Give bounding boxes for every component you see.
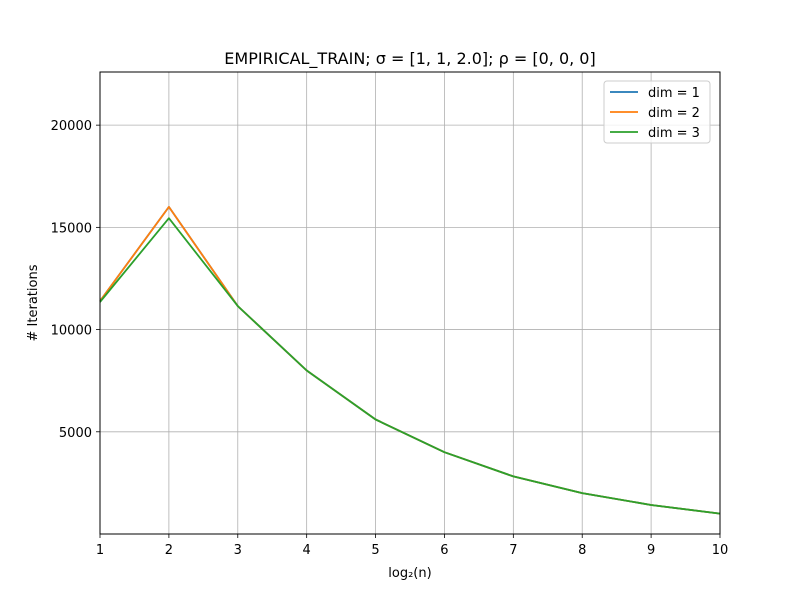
y-tick-label: 20000 <box>51 119 92 134</box>
x-tick-label: 5 <box>371 543 379 558</box>
chart-title: EMPIRICAL_TRAIN; σ = [1, 1, 2.0]; ρ = [0… <box>224 49 595 69</box>
y-tick-label: 5000 <box>59 426 92 441</box>
x-tick-label: 8 <box>578 543 586 558</box>
x-tick-label: 2 <box>165 543 173 558</box>
axes-frame <box>99 71 721 535</box>
legend-label: dim = 2 <box>648 106 700 121</box>
legend-label: dim = 1 <box>648 86 700 101</box>
legend: dim = 1 dim = 2 dim = 3 <box>603 80 711 144</box>
y-axis-label: # Iterations <box>26 264 41 341</box>
x-tick-label: 1 <box>96 543 104 558</box>
y-tick-label: 15000 <box>51 221 92 236</box>
series-line-dim-3 <box>99 217 721 515</box>
x-tick-label: 3 <box>234 543 242 558</box>
legend-label: dim = 3 <box>648 126 700 141</box>
x-tick-label: 7 <box>509 543 517 558</box>
x-tick-label: 10 <box>712 543 729 558</box>
legend-box <box>603 80 711 144</box>
y-tick-label: 10000 <box>51 324 92 339</box>
x-tick-label: 6 <box>440 543 448 558</box>
x-tick-label: 9 <box>647 543 655 558</box>
x-axis-label: log₂(n) <box>388 566 431 581</box>
x-tick-label: 4 <box>303 543 311 558</box>
